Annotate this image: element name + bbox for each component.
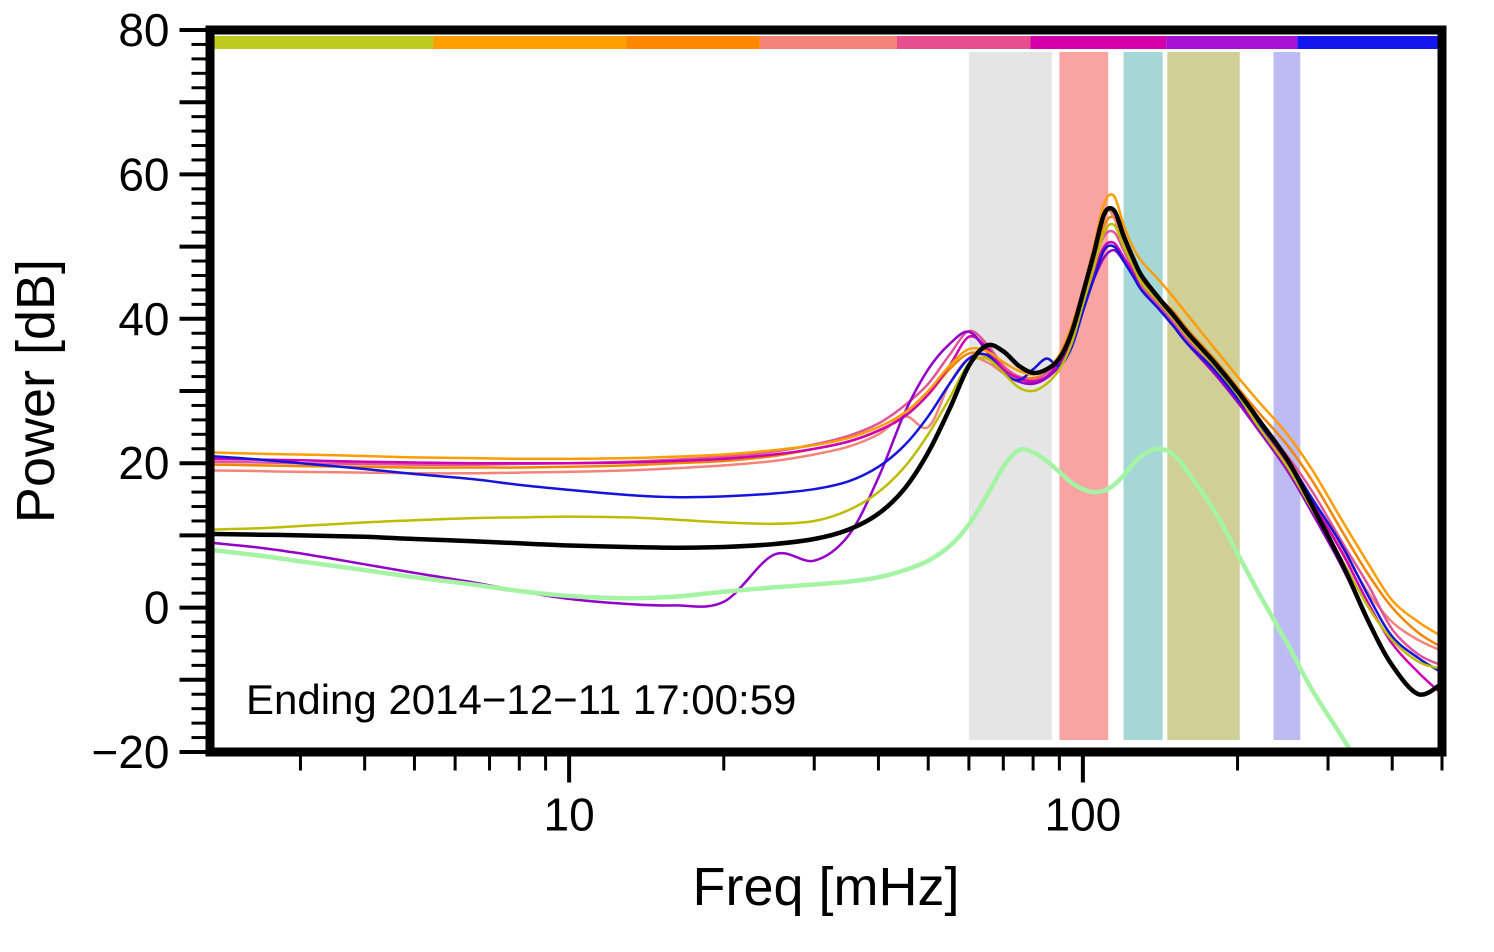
- colorbar-segment: [433, 36, 627, 49]
- x-tick-label: 10: [544, 789, 595, 841]
- series-blue: [214, 244, 1438, 672]
- colorbar-segment: [896, 36, 1031, 49]
- shaded-frequency-bands: [968, 52, 1301, 740]
- y-tick-label: 60: [118, 148, 169, 200]
- x-axis-title: Freq [mHz]: [692, 857, 960, 917]
- frequency-band: [1123, 52, 1163, 740]
- top-time-colorbar: [214, 36, 1438, 49]
- psd-curves: [214, 193, 1438, 748]
- series-light-green: [214, 446, 1352, 748]
- axis-tick-labels: −20 0 20 40 60 80 10 100: [91, 4, 1121, 841]
- frequency-band: [1059, 52, 1109, 740]
- y-tick-label: 40: [118, 293, 169, 345]
- colorbar-segment: [626, 36, 760, 49]
- y-tick-label: 0: [144, 582, 170, 634]
- y-tick-label: −20: [91, 726, 169, 778]
- y-axis-title: Power [dB]: [6, 258, 66, 524]
- series-black-mean: [214, 205, 1438, 697]
- y-tick-label: 20: [118, 437, 169, 489]
- series-pink: [214, 229, 1438, 665]
- frequency-band: [1167, 52, 1240, 740]
- colorbar-segment: [1297, 36, 1438, 49]
- series-purple: [214, 248, 1438, 696]
- colorbar-segment: [759, 36, 897, 49]
- ending-timestamp-annotation: Ending 2014−12−11 17:00:59: [246, 676, 797, 723]
- series-olive: [214, 222, 1438, 670]
- x-tick-label: 100: [1045, 789, 1122, 841]
- axis-ticks: [179, 28, 1444, 783]
- plot-border: [205, 25, 1447, 757]
- frequency-band: [968, 52, 1052, 740]
- colorbar-segment: [1166, 36, 1298, 49]
- frequency-band: [1273, 52, 1301, 740]
- colorbar-segment: [1030, 36, 1167, 49]
- y-tick-label: 80: [118, 4, 169, 56]
- colorbar-segment: [214, 36, 434, 49]
